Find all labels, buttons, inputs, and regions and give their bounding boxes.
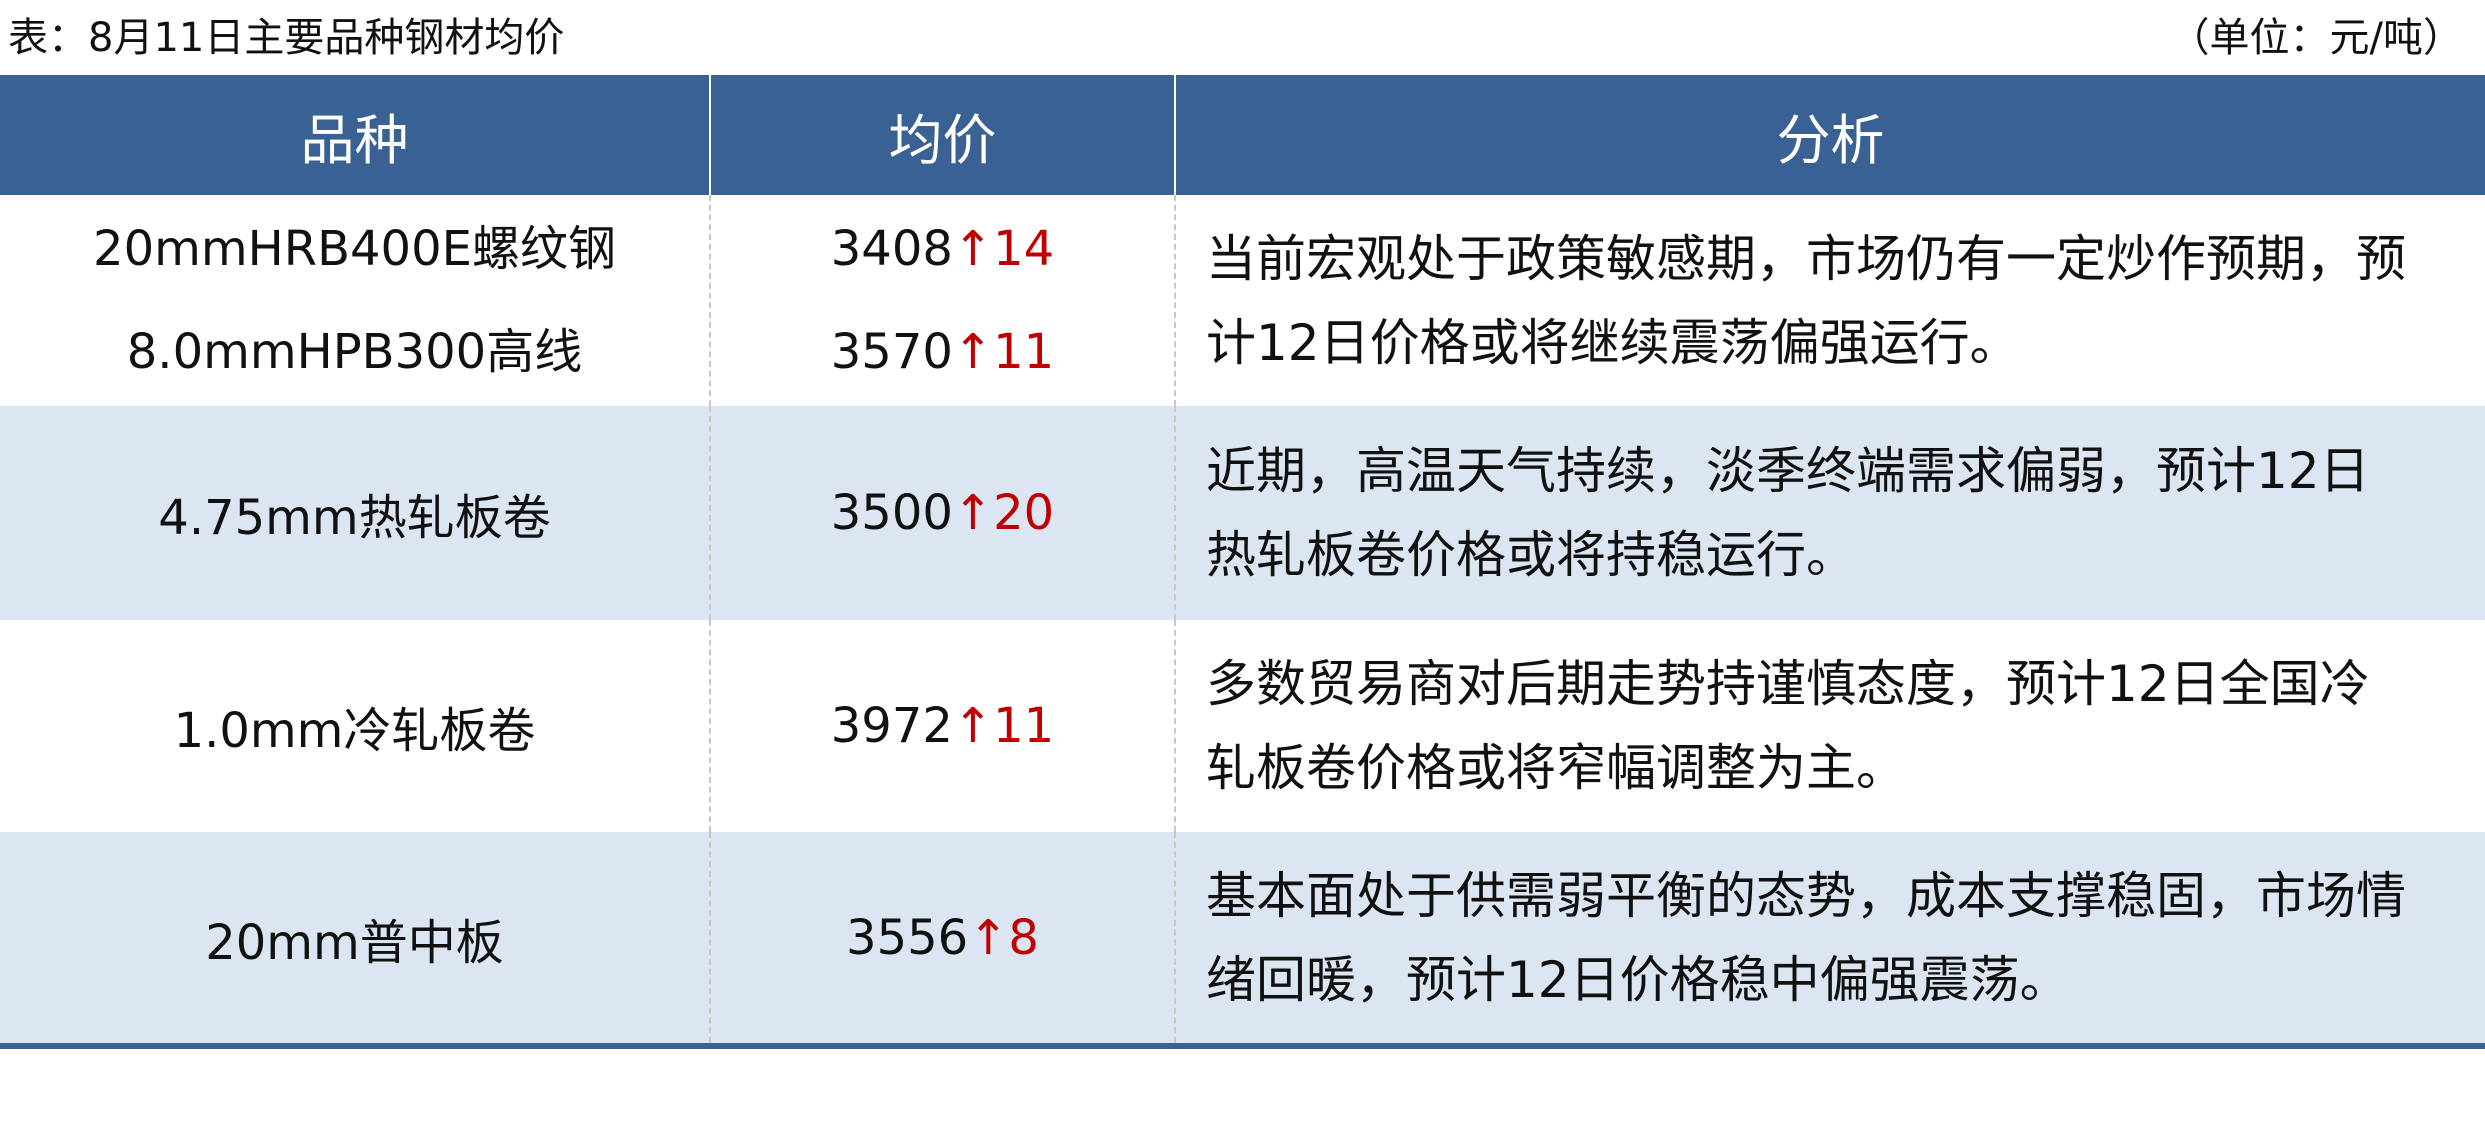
table-row: 20mmHRB400E螺纹钢 8.0mmHPB300高线 3408↑14 357… (0, 195, 2485, 406)
variety-cell: 20mmHRB400E螺纹钢 8.0mmHPB300高线 (0, 195, 711, 406)
unit-label: （单位：元/吨） (2169, 15, 2463, 61)
steel-price-table: 品种 均价 分析 20mmHRB400E螺纹钢 8.0mmHPB300高线 34… (0, 75, 2485, 1049)
header-price: 均价 (710, 75, 1176, 195)
price-change: 11 (993, 698, 1055, 754)
analysis-line: 绪回暖，预计12日价格稳中偏强震荡。 (1206, 950, 2070, 1009)
table-row: 4.75mm热轧板卷 3500↑20 近期，高温天气持续，淡季终端需求偏弱，预计… (0, 406, 2485, 620)
price-value: 3556 (846, 909, 969, 966)
analysis-line: 计12日价格或将继续震荡偏强运行。 (1206, 313, 2020, 372)
header-variety: 品种 (0, 75, 711, 195)
table-row: 20mm普中板 3556↑8 基本面处于供需弱平衡的态势，成本支撑稳固，市场情 … (0, 832, 2485, 1046)
arrow-up-icon: ↑ (952, 220, 994, 277)
header-analysis: 分析 (1175, 75, 2485, 195)
price-change: 20 (993, 485, 1055, 541)
price-change: 11 (993, 323, 1055, 380)
variety-cell: 4.75mm热轧板卷 (0, 406, 711, 620)
analysis-line: 轧板卷价格或将窄幅调整为主。 (1206, 739, 1906, 797)
analysis-line: 热轧板卷价格或将持稳运行。 (1206, 526, 1856, 584)
analysis-cell: 当前宏观处于政策敏感期，市场仍有一定炒作预期，预 计12日价格或将继续震荡偏强运… (1175, 195, 2485, 406)
price-cell: 3556↑8 (710, 832, 1176, 1046)
table-row: 1.0mm冷轧板卷 3972↑11 多数贸易商对后期走势持谨慎态度，预计12日全… (0, 620, 2485, 832)
analysis-line: 近期，高温天气持续，淡季终端需求偏弱，预计12日 (1206, 442, 2370, 500)
analysis-line: 多数贸易商对后期走势持谨慎态度，预计12日全国冷 (1206, 655, 2370, 713)
price-cell: 3972↑11 (710, 620, 1176, 832)
variety-cell: 20mm普中板 (0, 832, 711, 1046)
analysis-cell: 基本面处于供需弱平衡的态势，成本支撑稳固，市场情 绪回暖，预计12日价格稳中偏强… (1175, 832, 2485, 1046)
variety-name: 8.0mmHPB300高线 (126, 323, 583, 380)
price-value: 3972 (830, 698, 953, 754)
header-row: 品种 均价 分析 (0, 75, 2485, 195)
analysis-line: 基本面处于供需弱平衡的态势，成本支撑稳固，市场情 (1206, 866, 2406, 925)
price-change: 14 (993, 220, 1055, 277)
arrow-up-icon: ↑ (952, 323, 994, 380)
price-value: 3570 (830, 323, 953, 380)
price-cell: 3408↑14 3570↑11 (710, 195, 1176, 406)
arrow-up-icon: ↑ (952, 485, 994, 541)
price-value: 3408 (830, 220, 953, 277)
analysis-cell: 多数贸易商对后期走势持谨慎态度，预计12日全国冷 轧板卷价格或将窄幅调整为主。 (1175, 620, 2485, 832)
price-cell: 3500↑20 (710, 406, 1176, 620)
variety-name: 20mmHRB400E螺纹钢 (93, 220, 616, 277)
analysis-line: 当前宏观处于政策敏感期，市场仍有一定炒作预期，预 (1206, 229, 2406, 288)
arrow-up-icon: ↑ (952, 698, 994, 754)
arrow-up-icon: ↑ (968, 909, 1009, 966)
price-value: 3500 (830, 485, 953, 541)
price-change: 8 (1008, 909, 1039, 966)
variety-cell: 1.0mm冷轧板卷 (0, 620, 711, 832)
analysis-cell: 近期，高温天气持续，淡季终端需求偏弱，预计12日 热轧板卷价格或将持稳运行。 (1175, 406, 2485, 620)
table-caption: 表：8月11日主要品种钢材均价 (8, 15, 565, 61)
